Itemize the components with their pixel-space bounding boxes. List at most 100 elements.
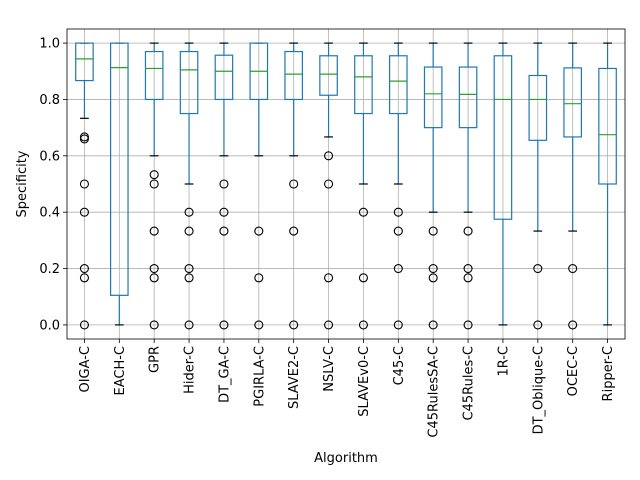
flier-point	[149, 320, 159, 330]
iqr-box	[284, 50, 304, 101]
flier-point	[79, 273, 89, 283]
flier-point	[324, 273, 334, 283]
flier-point	[184, 226, 194, 236]
flier-point	[289, 179, 299, 189]
box-group	[109, 42, 129, 326]
flier-point	[324, 151, 334, 161]
flier-point	[393, 263, 403, 274]
flier-point	[393, 207, 403, 217]
box-group	[423, 42, 443, 330]
flier-point	[324, 179, 334, 189]
flier-point	[428, 226, 438, 236]
flier-point	[324, 320, 334, 330]
flier-point	[184, 320, 194, 330]
flier-point	[79, 134, 89, 144]
flier-point	[463, 226, 473, 236]
flier-point	[149, 263, 159, 274]
iqr-box	[75, 42, 94, 82]
y-tick-label: 0.2	[39, 262, 60, 277]
y-tick-label: 0.4	[39, 206, 60, 221]
y-axis-label: Specificity	[15, 150, 30, 217]
flier-point	[219, 179, 229, 189]
flier-point	[149, 170, 159, 180]
flier-point	[149, 226, 159, 236]
flier-point	[254, 226, 264, 236]
box-group	[319, 42, 338, 330]
flier-point	[428, 263, 438, 274]
box-group	[284, 42, 304, 330]
flier-point	[428, 273, 438, 283]
iqr-box	[388, 55, 408, 115]
y-tick-label: 1.0	[39, 37, 60, 52]
iqr-box	[563, 67, 583, 138]
x-tick-label: NSLV-C	[322, 346, 337, 392]
x-tick-label: C45-C	[392, 346, 407, 385]
flier-point	[533, 320, 543, 330]
iqr-box	[598, 67, 617, 185]
flier-point	[184, 273, 194, 283]
x-tick-label: Hider-C	[183, 346, 198, 394]
x-tick-label: C45RulesSA-C	[427, 346, 442, 438]
box-group	[75, 42, 94, 330]
flier-point	[219, 226, 229, 236]
flier-point	[428, 320, 438, 330]
x-tick-label: EACH-C	[113, 346, 128, 396]
box-group	[354, 42, 373, 330]
flier-point	[358, 320, 368, 330]
iqr-box	[423, 66, 443, 129]
box-group	[598, 42, 617, 326]
iqr-box	[179, 50, 199, 115]
iqr-box	[493, 55, 513, 220]
flier-point	[289, 226, 299, 236]
flier-point	[463, 273, 473, 283]
x-axis-label: Algorithm	[314, 451, 378, 466]
x-tick-label: C45Rules-C	[462, 346, 477, 420]
y-tick-label: 0.8	[39, 93, 60, 108]
flier-point	[254, 273, 264, 283]
flier-point	[568, 263, 578, 274]
flier-point	[184, 263, 194, 274]
flier-point	[219, 207, 229, 217]
box-group	[214, 42, 234, 330]
iqr-box	[458, 66, 478, 129]
iqr-box	[109, 42, 129, 296]
x-tick-label: PGIRLA-C	[252, 346, 267, 407]
flier-point	[289, 320, 299, 330]
flier-point	[463, 263, 473, 274]
flier-point	[393, 226, 403, 236]
flier-point	[149, 273, 159, 283]
box-layer	[75, 42, 617, 330]
flier-point	[254, 320, 264, 330]
x-tick-label: 1R-C	[496, 346, 511, 377]
flier-point	[79, 207, 89, 217]
axis-layer: 0.0 0.2 0.4 0.6 0.8 1.0 OIGA-C EACH-C GPR Hider-C…	[39, 37, 616, 438]
flier-point	[79, 320, 89, 330]
iqr-box	[319, 55, 338, 96]
flier-point	[358, 207, 368, 217]
flier-point	[533, 263, 543, 274]
box-group	[458, 42, 478, 330]
iqr-box	[144, 50, 164, 101]
flier-point	[358, 273, 368, 283]
flier-point	[568, 320, 578, 330]
iqr-box	[528, 74, 548, 141]
box-group	[144, 42, 164, 330]
box-group	[388, 42, 408, 330]
box-group	[563, 42, 583, 330]
x-tick-label: SLAVEv0-C	[357, 346, 372, 417]
flier-point	[463, 320, 473, 330]
x-tick-label: SLAVE2-C	[287, 346, 302, 409]
box-group	[179, 42, 199, 330]
x-tick-label: DT_GA-C	[217, 346, 232, 403]
box-group	[528, 42, 548, 330]
iqr-box	[354, 55, 373, 115]
box-group	[493, 42, 513, 326]
x-tick-label: Ripper-C	[601, 346, 616, 401]
flier-point	[149, 179, 159, 189]
x-tick-label: OCEC-C	[566, 346, 581, 396]
y-tick-label: 0.0	[39, 318, 60, 333]
flier-point	[219, 320, 229, 330]
y-tick-label: 0.6	[39, 149, 60, 164]
x-tick-label: GPR	[148, 346, 163, 373]
